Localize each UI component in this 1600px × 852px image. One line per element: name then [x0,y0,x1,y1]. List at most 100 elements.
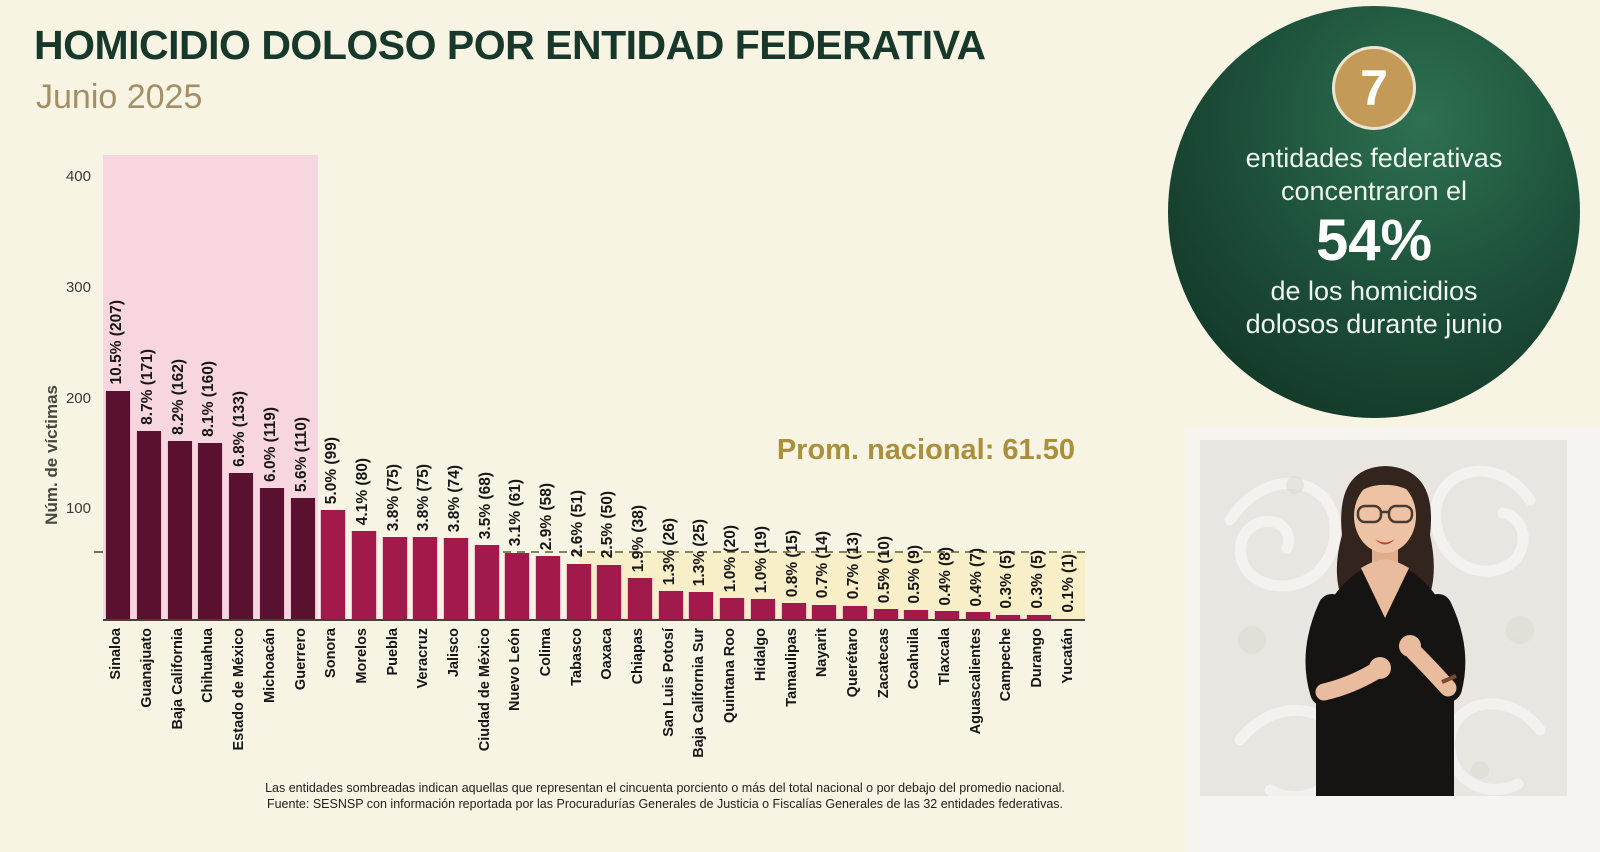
x-label-Sinaloa: Sinaloa [108,628,125,680]
x-label-San Luis Potosí: San Luis Potosí [660,628,677,737]
x-label-Nayarit: Nayarit [814,628,831,678]
bar-value-label: 1.0% (20) [722,524,740,592]
bar-value-label: 6.8% (133) [231,390,249,467]
x-label-Coahuila: Coahuila [906,628,923,690]
bar-chart: 400 300 200 100 10.5% (207) 8.7% (171) 8.2% (1… [66,155,1085,621]
bar-value-label: 4.1% (80) [353,458,371,526]
bar-Veracruz [412,537,439,620]
x-label-Hidalgo: Hidalgo [752,628,769,682]
national-average-label: Prom. nacional: 61.50 [776,434,1075,466]
bar-value-label: 0.5% (10) [875,535,893,603]
bar-value-label: 0.7% (14) [814,531,832,599]
bar-value-label: 0.4% (7) [967,547,985,607]
national-average-axis-tick [94,550,103,553]
bar-Sonora [320,510,347,620]
bar-Zacatecas [872,608,899,620]
bar-value-label: 0.4% (8) [936,546,954,606]
entity-count-badge: 7 [1332,46,1416,130]
bar-value-label: 3.5% (68) [476,471,494,539]
bar-Guerrero [289,498,316,620]
y-axis-label: Núm. de víctimas [42,385,61,525]
x-label-Colima: Colima [538,628,554,677]
entity-count: 7 [1360,60,1388,116]
bar-value-label: 0.7% (13) [844,532,862,600]
x-label-Chihuahua: Chihuahua [200,628,217,703]
y-axis-tick: 300 [65,278,91,296]
bar-Nayarit [811,604,838,620]
bar-Morelos [350,531,377,620]
bar-value-label: 6.0% (119) [261,407,279,483]
bar-Chihuahua [197,442,224,620]
bar-value-label: 3.8% (75) [384,463,402,531]
bar-value-label: 1.3% (25) [691,519,709,587]
bar-value-label: 3.8% (75) [415,463,433,531]
highlight-line1: entidades federativas [1245,143,1503,173]
bar-Nuevo León [504,552,531,620]
bar-value-label: 10.5% (207) [108,300,126,385]
x-label-Quintana Roo: Quintana Roo [722,628,739,724]
bar-value-label: 0.3% (5) [998,549,1016,609]
x-label-Michoacán: Michoacán [261,628,278,703]
bar-value-label: 5.0% (99) [323,437,341,505]
bar-Aguascalientes [964,612,991,620]
y-axis-tick: 200 [65,389,91,407]
bar-Quintana Roo [719,597,746,620]
x-label-Campeche: Campeche [998,628,1015,702]
bar-Tamaulipas [780,603,807,620]
x-axis-line [103,619,1085,621]
x-label-Querétaro: Querétaro [844,628,861,698]
bar-Jalisco [442,538,469,620]
x-label-Tamaulipas: Tamaulipas [783,628,800,707]
x-label-Guanajuato: Guanajuato [139,628,155,708]
x-label-Chiapas: Chiapas [630,628,646,685]
bar-Coahuila [903,610,930,620]
bar-Puebla [381,537,408,620]
bar-Baja California [166,440,193,620]
x-label-Nuevo León: Nuevo León [507,628,524,711]
bar-Colima [535,555,561,620]
bar-Oaxaca [596,564,623,620]
bar-Querétaro [841,605,868,620]
x-label-Yucatán: Yucatán [1059,628,1076,684]
bar-Ciudad de México [473,544,500,620]
x-label-Sonora: Sonora [323,628,340,678]
x-label-Zacatecas: Zacatecas [875,628,892,699]
x-label-Baja California: Baja California [169,628,186,730]
interpreter-video-frame [1200,440,1567,796]
bar-value-label: 0.3% (5) [1029,549,1046,609]
highlight-circle: 7 entidades federativas concentraron el … [1168,6,1580,418]
footnote-source: Fuente: SESNSP con información reportada… [266,797,1064,812]
bar-value-label: 0.5% (9) [906,545,924,604]
bar-Campeche [995,614,1022,620]
highlight-percent: 54% [1315,207,1433,273]
bar-value-label: 5.6% (110) [292,417,310,493]
highlight-line4: dolosos durante junio [1245,308,1503,339]
bar-Durango [1026,614,1052,620]
x-label-Tlaxcala: Tlaxcala [936,628,953,686]
bar-Tlaxcala [933,611,960,620]
bar-value-label: 2.5% (50) [599,491,617,559]
footnotes: Las entidades sombreadas indican aquella… [150,780,1180,813]
x-label-Morelos: Morelos [353,628,370,684]
bar-Estado de México [228,472,255,620]
sign-language-interpreter-illustration [1200,440,1567,796]
national-average-dashed-line [503,550,1085,553]
bar-value-label: 8.2% (162) [169,358,187,435]
x-label-Estado de México: Estado de México [231,628,248,751]
x-label-Oaxaca: Oaxaca [599,628,616,680]
bar-value-label: 1.3% (26) [660,518,678,586]
bar-Hidalgo [749,599,776,620]
bar-value-label: 0.8% (15) [783,530,801,598]
page-title: HOMICIDIO DOLOSO POR ENTIDAD FEDERATIVA [34,22,986,68]
footnote-shading: Las entidades sombreadas indican aquella… [265,781,1065,795]
bar-value-label: 2.9% (58) [538,482,555,550]
bar-Baja California Sur [688,592,715,620]
highlight-line2: concentraron el [1280,175,1468,206]
highlight-line3: de los homicidios [1270,275,1478,306]
page-subtitle: Junio 2025 [36,78,203,116]
x-label-Ciudad de México: Ciudad de México [476,628,493,752]
bar-Michoacán [258,488,285,620]
x-label-Durango: Durango [1029,628,1045,688]
x-label-Tabasco: Tabasco [568,628,585,686]
